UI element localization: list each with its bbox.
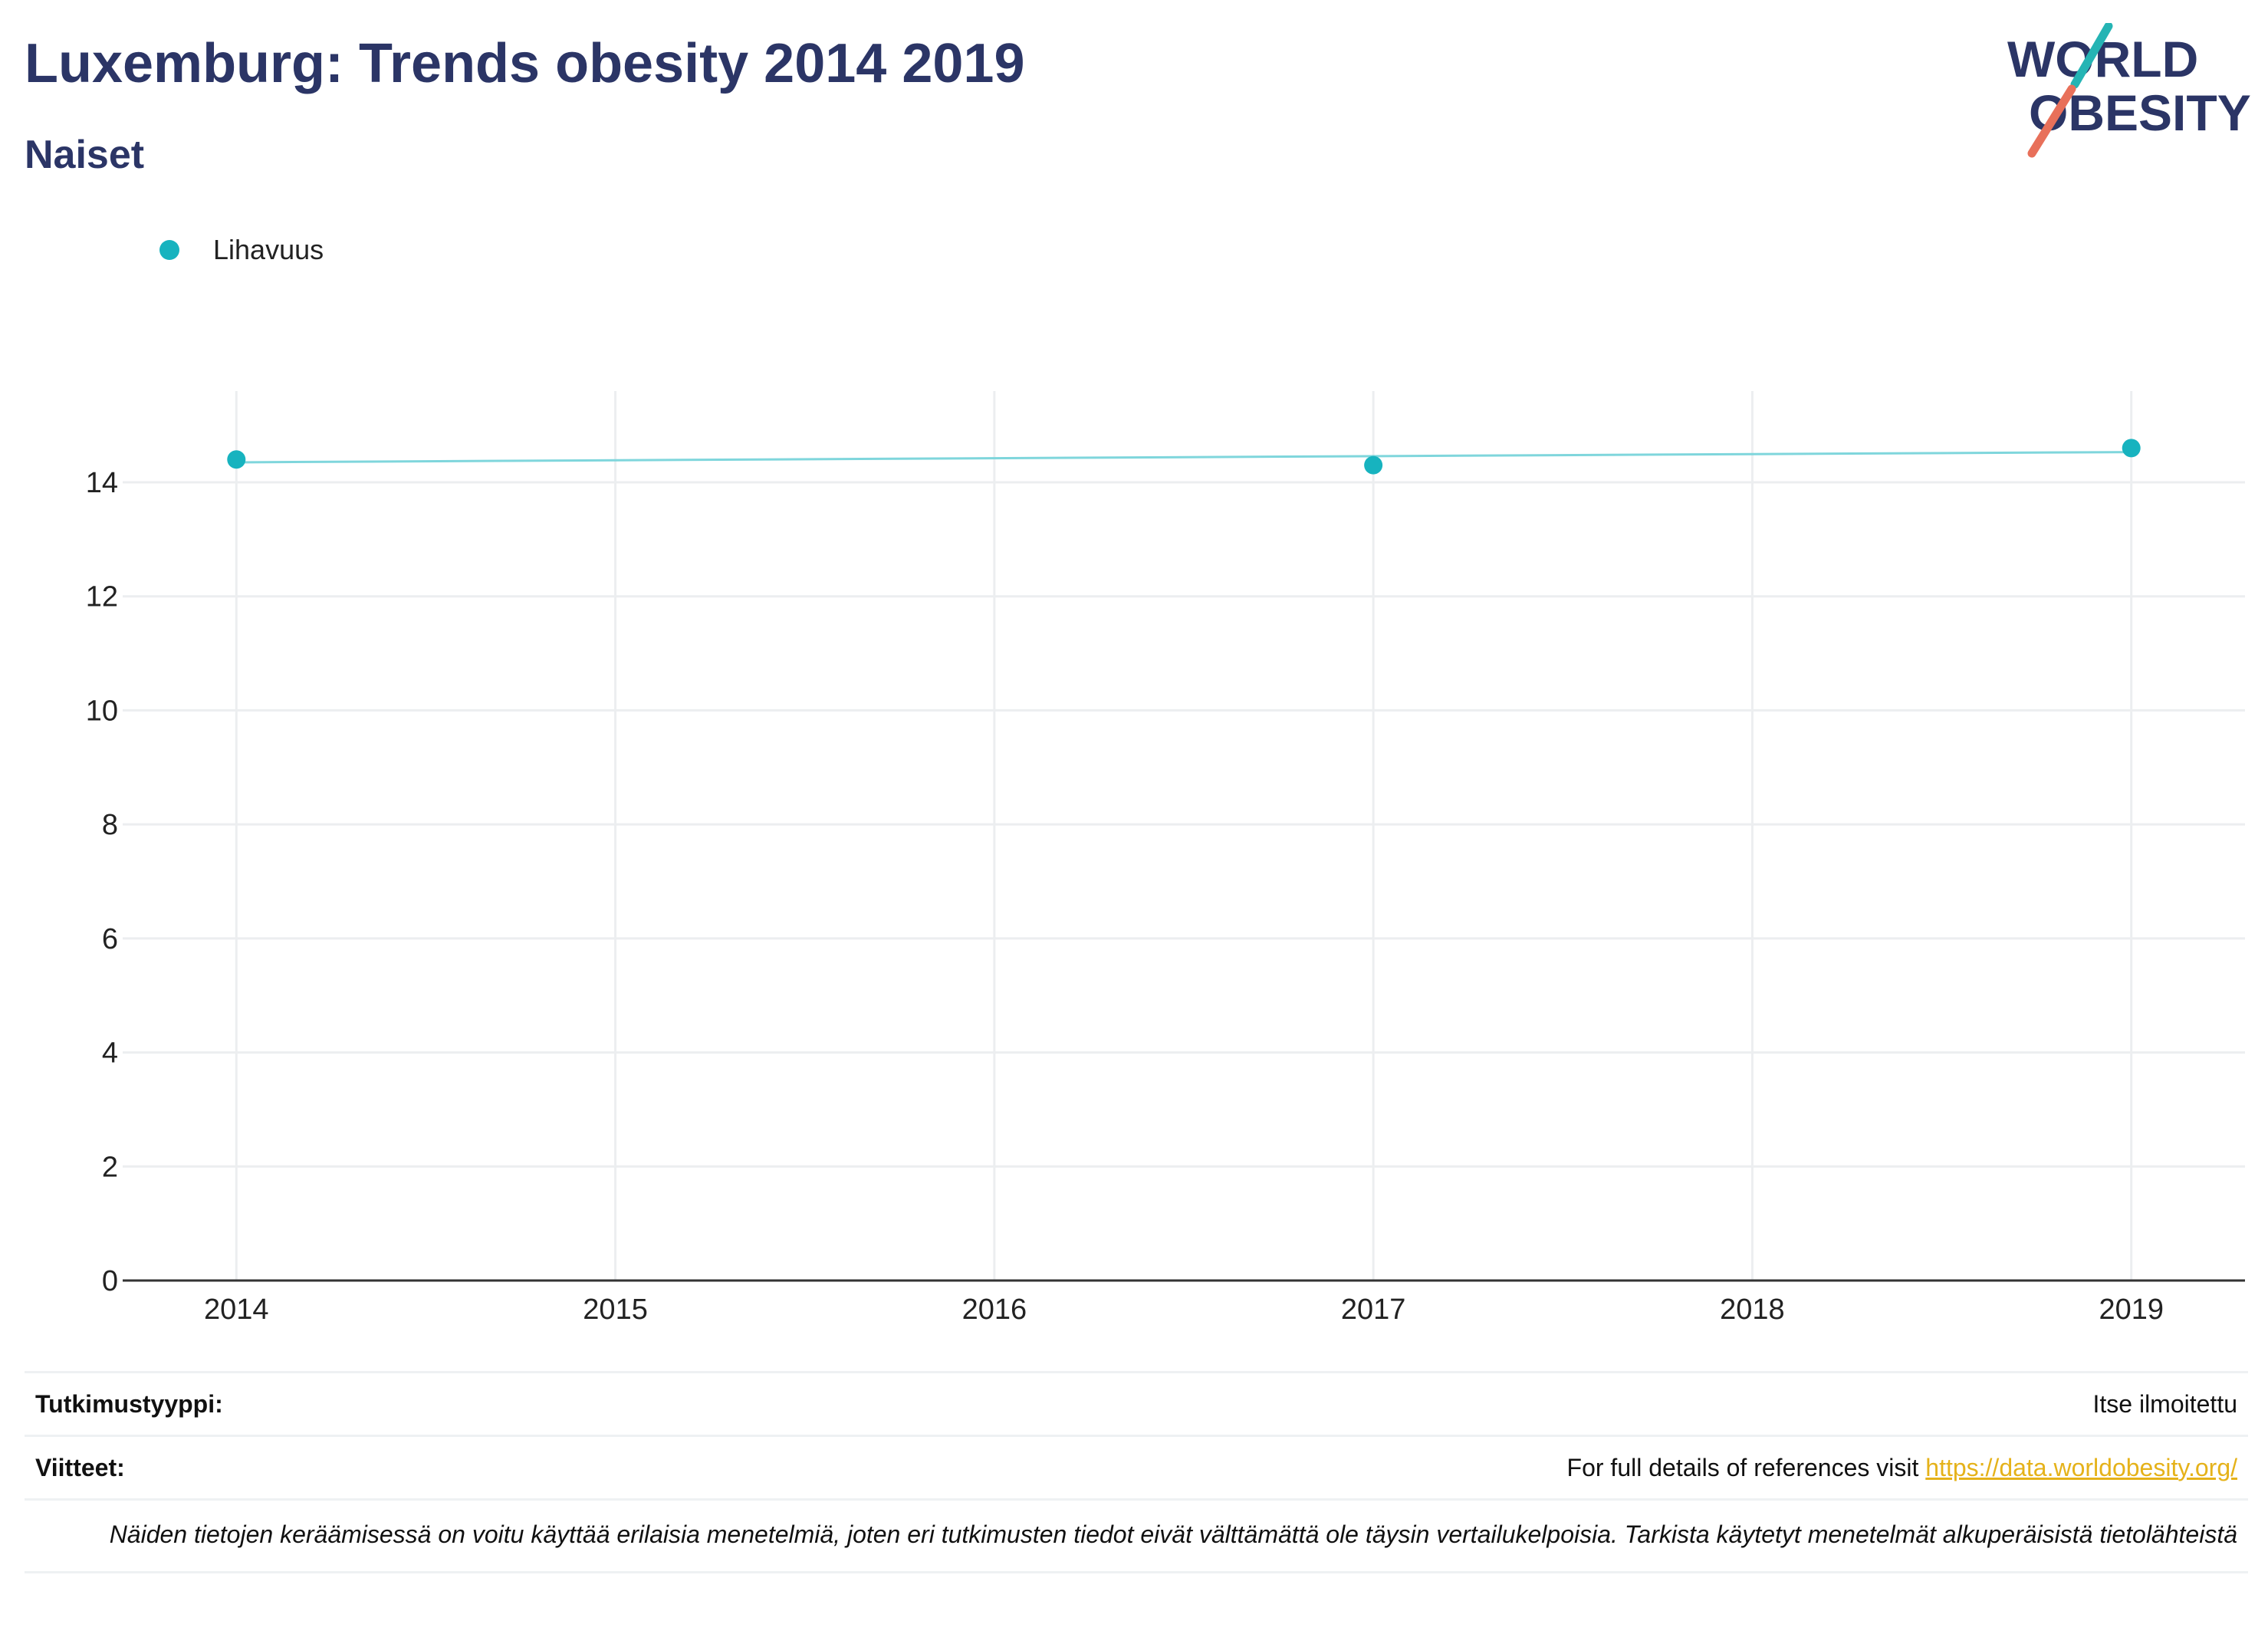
line-chart: 2014 2015 2016 2017 2018 2019 0 2 4 6 8 10 12 14 <box>86 391 2245 1326</box>
data-point <box>1364 455 1383 475</box>
x-tick-label: 2018 <box>1720 1294 1785 1326</box>
x-tick-label: 2017 <box>1341 1294 1406 1326</box>
x-tick-label: 2015 <box>583 1294 648 1326</box>
x-tick-label: 2016 <box>962 1294 1027 1326</box>
y-tick-label: 14 <box>86 467 118 499</box>
methodology-note-row: Näiden tietojen keräämisessä on voitu kä… <box>25 1498 2248 1573</box>
references-value: For full details of references visit htt… <box>1567 1454 2237 1482</box>
x-tick-label: 2014 <box>204 1294 269 1326</box>
y-tick-label: 8 <box>102 809 118 841</box>
logo-word-obesity: OBESITY <box>2029 84 2251 141</box>
study-type-row: Tutkimustyyppi: Itse ilmoitettu <box>25 1371 2248 1435</box>
y-tick-label: 4 <box>102 1037 118 1070</box>
chart-title: Luxemburg: Trends obesity 2014 2019 <box>25 33 1025 94</box>
references-label: Viitteet: <box>35 1453 125 1481</box>
y-tick-label: 6 <box>102 923 118 955</box>
legend-label: Lihavuus <box>213 234 324 265</box>
chart-subtitle: Naiset <box>25 133 145 177</box>
y-tick-label: 0 <box>102 1265 118 1297</box>
legend-marker <box>159 240 179 260</box>
methodology-note: Näiden tietojen keräämisessä on voitu kä… <box>109 1521 2237 1548</box>
footer-table: Tutkimustyyppi: Itse ilmoitettu Viitteet… <box>25 1371 2248 1573</box>
logo-slash-teal <box>2070 23 2113 89</box>
logo-slash-coral <box>2027 84 2076 158</box>
data-point <box>227 450 246 469</box>
references-link[interactable]: https://data.worldobesity.org/ <box>1925 1453 2237 1481</box>
legend: Lihavuus <box>159 228 324 271</box>
x-tick-label: 2019 <box>2099 1294 2164 1326</box>
study-type-label: Tutkimustyyppi: <box>35 1389 223 1418</box>
trend-line <box>236 451 2132 464</box>
y-tick-label: 2 <box>102 1151 118 1183</box>
references-row: Viitteet: For full details of references… <box>25 1435 2248 1498</box>
y-tick-label: 10 <box>86 695 118 727</box>
data-point <box>2122 439 2141 458</box>
study-type-value: Itse ilmoitettu <box>2092 1389 2237 1418</box>
world-obesity-logo: WORLD OBESITY <box>2007 23 2251 158</box>
references-text: For full details of references visit <box>1566 1453 1926 1481</box>
y-tick-label: 12 <box>86 581 118 613</box>
